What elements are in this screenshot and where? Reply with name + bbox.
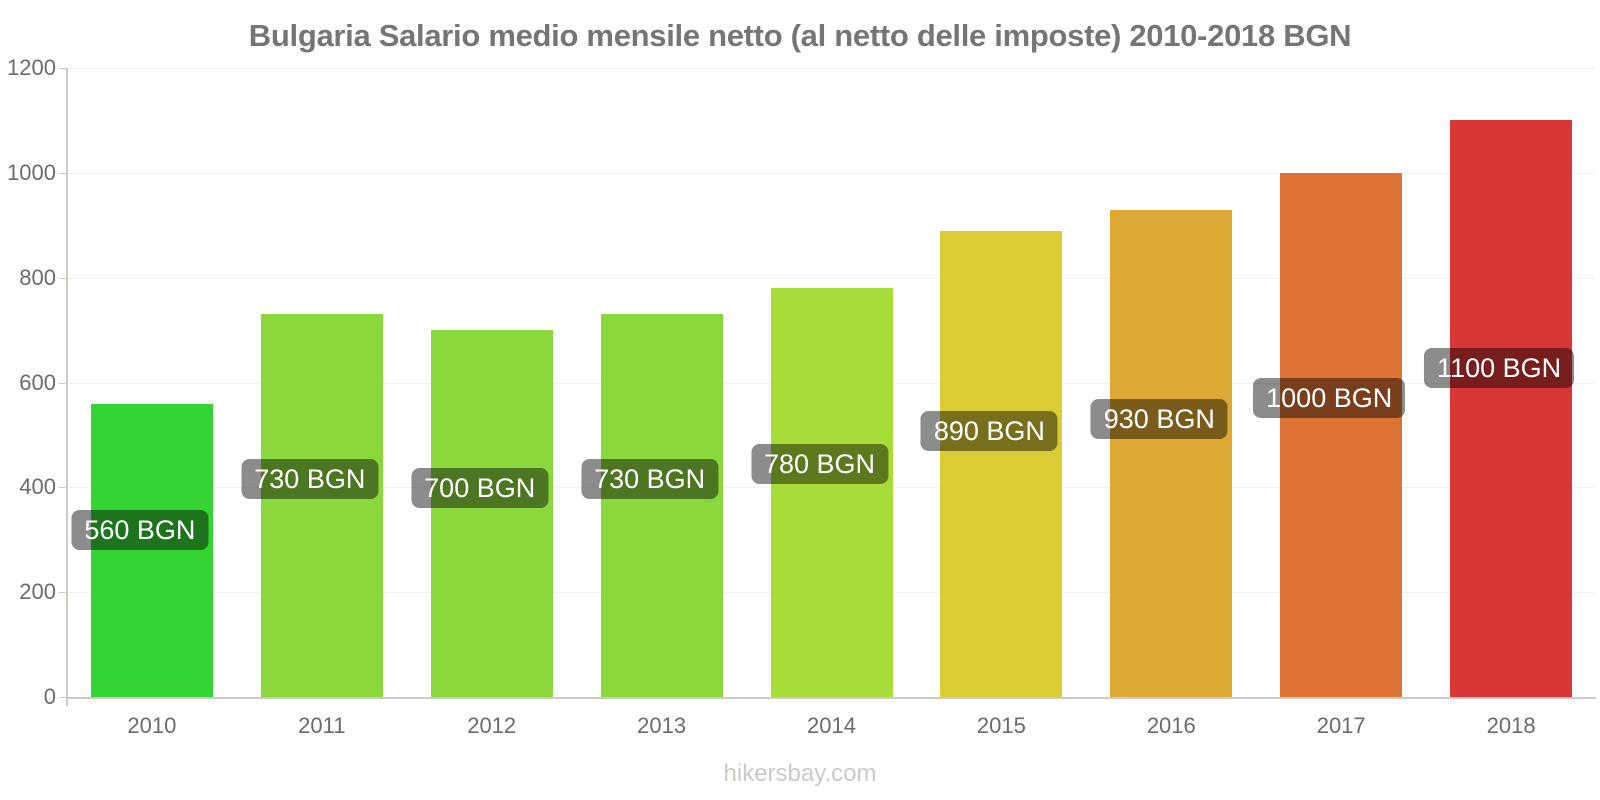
watermark-text: hikersbay.com xyxy=(723,760,877,787)
y-axis-label: 800 xyxy=(19,264,56,290)
bar-2015[interactable] xyxy=(940,230,1063,697)
y-axis-tick xyxy=(59,68,66,69)
bar-2018[interactable] xyxy=(1450,120,1573,697)
bar-2016[interactable] xyxy=(1110,209,1233,697)
y-axis-tick xyxy=(59,172,66,174)
x-axis-label-2017: 2017 xyxy=(1316,713,1366,738)
x-axis-tick xyxy=(66,699,68,706)
x-axis-label-2012: 2012 xyxy=(467,713,517,738)
bar-2014[interactable] xyxy=(770,288,893,697)
y-axis-line xyxy=(66,68,68,705)
bar-value-label-2013: 730 BGN xyxy=(581,458,719,499)
x-axis-label-2013: 2013 xyxy=(637,713,687,738)
y-axis-tick xyxy=(59,277,66,279)
y-axis-label: 200 xyxy=(19,579,56,605)
y-axis-label: 1200 xyxy=(7,55,56,80)
chart-title: Bulgaria Salario medio mensile netto (al… xyxy=(248,18,1352,53)
x-axis-label-2014: 2014 xyxy=(807,713,856,738)
gridline-1000 xyxy=(67,172,1596,174)
bar-value-label-2015: 890 BGN xyxy=(920,411,1058,452)
bar-2011[interactable] xyxy=(260,314,383,697)
y-axis-label: 0 xyxy=(43,684,56,709)
y-axis-label: 600 xyxy=(19,369,56,395)
bar-value-label-2018: 1100 BGN xyxy=(1424,348,1575,389)
bar-2012[interactable] xyxy=(430,330,553,697)
y-axis-label: 400 xyxy=(19,474,56,500)
gridline-800 xyxy=(67,277,1596,279)
bar-value-label-2014: 780 BGN xyxy=(750,444,889,484)
bar-2017[interactable] xyxy=(1280,172,1403,697)
y-axis-tick xyxy=(59,592,66,594)
x-axis-label-2010: 2010 xyxy=(127,713,177,738)
gridline-1200 xyxy=(67,68,1596,69)
y-axis-tick xyxy=(59,487,66,489)
y-axis-tick xyxy=(59,697,66,698)
bar-2010[interactable] xyxy=(90,403,213,697)
x-axis-label-2015: 2015 xyxy=(976,713,1026,738)
x-axis-line xyxy=(66,697,1596,699)
bar-value-label-2010: 560 BGN xyxy=(71,509,209,550)
bar-value-label-2011: 730 BGN xyxy=(241,458,379,499)
bar-value-label-2012: 700 BGN xyxy=(411,467,549,508)
y-axis-tick xyxy=(59,382,66,384)
bar-value-label-2016: 930 BGN xyxy=(1090,399,1228,440)
bar-2013[interactable] xyxy=(600,314,723,697)
bar-value-label-2017: 1000 BGN xyxy=(1253,378,1406,419)
x-axis-label-2016: 2016 xyxy=(1146,713,1196,738)
x-axis-label-2018: 2018 xyxy=(1486,713,1536,738)
y-axis-label: 1000 xyxy=(7,159,56,185)
x-axis-label-2011: 2011 xyxy=(298,713,346,738)
